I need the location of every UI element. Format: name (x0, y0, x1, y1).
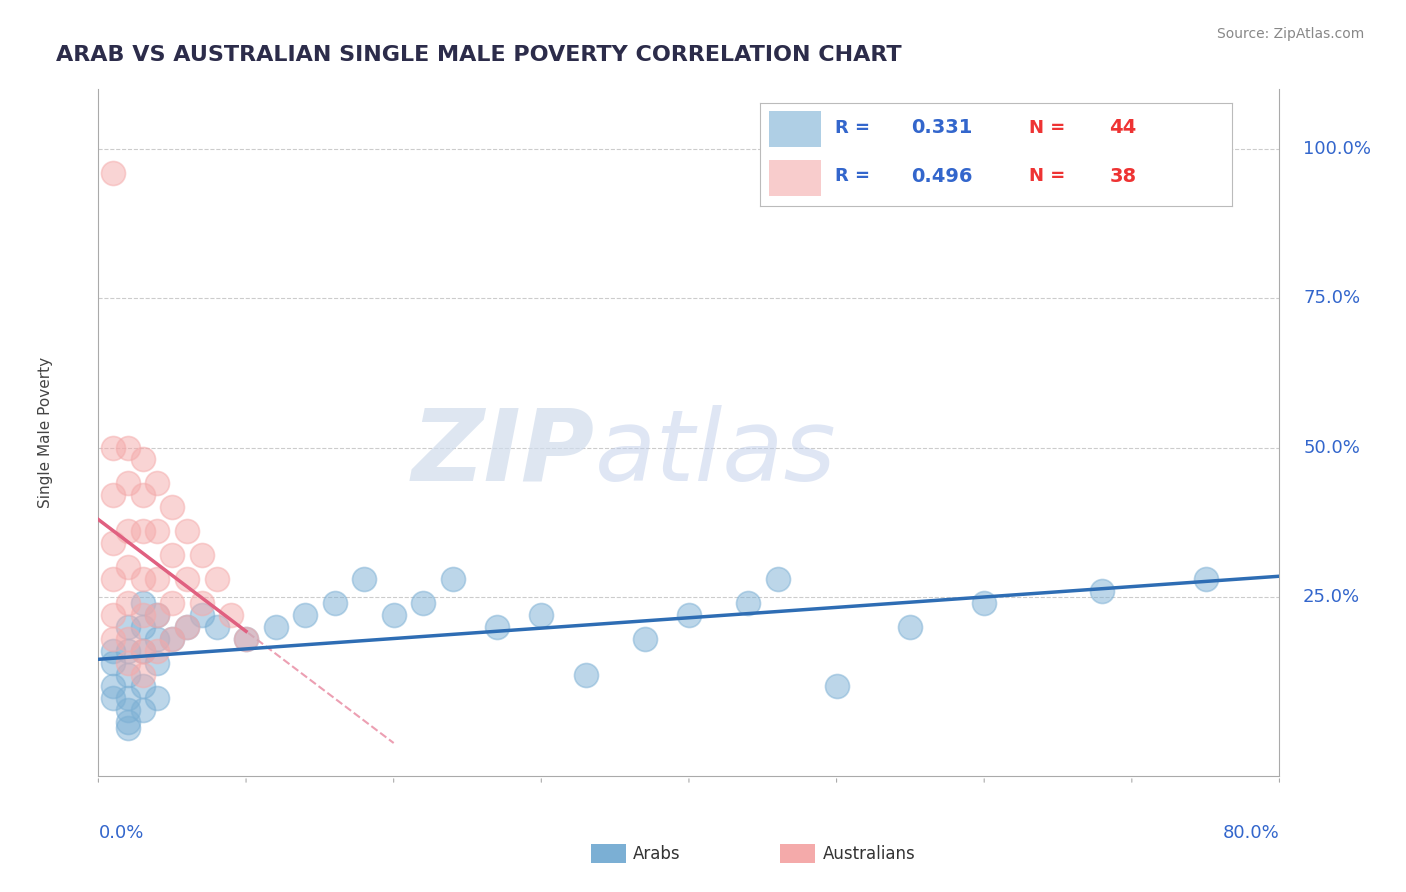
Point (530, 607, 553, 622)
Point (146, 691, 169, 706)
Point (574, 667, 596, 681)
Point (633, 632, 655, 646)
Point (132, 452, 155, 467)
Point (132, 596, 155, 610)
Text: 50.0%: 50.0% (1303, 439, 1360, 457)
Point (146, 656, 169, 670)
Point (103, 691, 125, 706)
Point (412, 596, 434, 610)
Point (162, 596, 183, 610)
Point (117, 632, 139, 646)
Point (103, 536, 125, 550)
Point (132, 680, 155, 694)
Point (132, 572, 155, 586)
Point (162, 548, 183, 562)
Point (146, 524, 169, 538)
Point (117, 667, 139, 681)
Point (191, 607, 214, 622)
Point (1195, 572, 1218, 586)
Point (103, 166, 125, 180)
Text: Australians: Australians (823, 845, 915, 863)
Point (235, 632, 257, 646)
Point (162, 632, 183, 646)
Point (205, 620, 228, 634)
Point (486, 620, 509, 634)
Point (103, 441, 125, 455)
Text: ZIP: ZIP (412, 405, 595, 501)
Point (235, 632, 257, 646)
Point (323, 596, 346, 610)
Point (191, 548, 214, 562)
Point (117, 596, 139, 610)
Point (294, 607, 316, 622)
Point (103, 572, 125, 586)
Point (146, 643, 169, 657)
Text: 75.0%: 75.0% (1303, 289, 1360, 307)
Point (103, 656, 125, 670)
Point (146, 572, 169, 586)
Text: 80.0%: 80.0% (1223, 824, 1279, 842)
Point (176, 572, 198, 586)
Text: ARAB VS AUSTRALIAN SINGLE MALE POVERTY CORRELATION CHART: ARAB VS AUSTRALIAN SINGLE MALE POVERTY C… (56, 45, 901, 64)
Point (117, 656, 139, 670)
Text: Source: ZipAtlas.com: Source: ZipAtlas.com (1216, 27, 1364, 41)
Point (146, 476, 169, 491)
Point (117, 715, 139, 730)
Text: atlas: atlas (595, 405, 837, 501)
Point (132, 524, 155, 538)
Point (103, 607, 125, 622)
Point (117, 524, 139, 538)
Point (117, 476, 139, 491)
Point (117, 703, 139, 717)
Point (678, 607, 700, 622)
Point (132, 620, 155, 634)
Point (176, 620, 198, 634)
Point (162, 500, 183, 515)
Point (973, 596, 995, 610)
Point (766, 572, 789, 586)
Point (264, 620, 287, 634)
Point (103, 643, 125, 657)
Point (103, 680, 125, 694)
Point (132, 488, 155, 502)
Point (441, 572, 464, 586)
Point (132, 643, 155, 657)
Point (176, 620, 198, 634)
Point (737, 596, 759, 610)
Point (191, 596, 214, 610)
Text: Arabs: Arabs (633, 845, 681, 863)
Point (825, 680, 848, 694)
Point (117, 441, 139, 455)
Text: 100.0%: 100.0% (1303, 140, 1371, 158)
Point (176, 524, 198, 538)
Point (117, 560, 139, 574)
Point (132, 607, 155, 622)
Point (103, 632, 125, 646)
Point (205, 572, 228, 586)
Point (132, 667, 155, 681)
Point (146, 607, 169, 622)
Point (146, 607, 169, 622)
Text: Single Male Poverty: Single Male Poverty (38, 357, 53, 508)
Point (117, 643, 139, 657)
Point (132, 703, 155, 717)
Point (146, 632, 169, 646)
Point (1091, 583, 1114, 598)
Point (162, 632, 183, 646)
Point (117, 691, 139, 706)
Point (117, 721, 139, 735)
Point (900, 620, 922, 634)
Point (132, 643, 155, 657)
Point (353, 572, 375, 586)
Point (382, 607, 405, 622)
Text: 0.0%: 0.0% (98, 824, 143, 842)
Text: 25.0%: 25.0% (1303, 588, 1360, 606)
Point (117, 620, 139, 634)
Point (219, 607, 242, 622)
Point (103, 488, 125, 502)
